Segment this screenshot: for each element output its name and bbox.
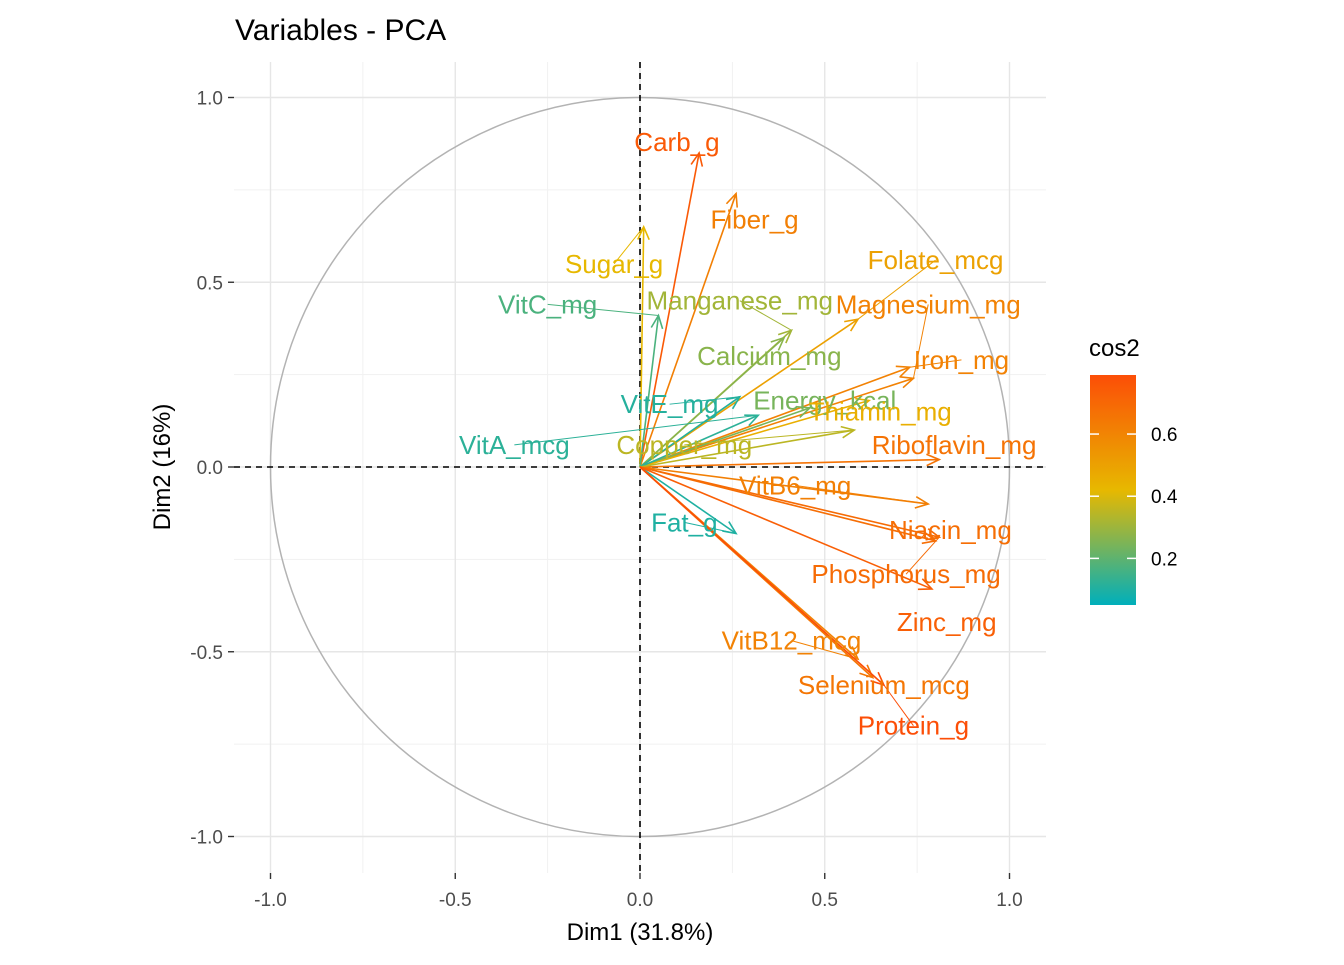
label-fiber-g: Fiber_g (710, 204, 798, 234)
leader-vita-mcg (514, 414, 759, 446)
arrowhead-zinc-mg (917, 578, 934, 591)
label-zinc-mg: Zinc_mg (897, 607, 997, 637)
x-axis-ticks: -1.0 -0.5 0.0 0.5 1.0 (254, 873, 1023, 911)
label-protein-g: Protein_g (858, 711, 969, 741)
label-magnesium-mg: Magnesium_mg (836, 289, 1021, 319)
label-sugar-g: Sugar_g (565, 249, 663, 279)
label-carb-g: Carb_g (634, 127, 719, 157)
label-vite-mg: VitE_mg (621, 389, 719, 419)
legend-tick-label: 0.4 (1151, 487, 1178, 508)
label-niacin-mg: Niacin_mg (889, 515, 1012, 545)
arrowhead-riboflavin-mg (926, 453, 942, 467)
arrow-thiamin-mg (639, 399, 870, 468)
variable-arrows (514, 150, 962, 726)
chart-title: Variables - PCA (235, 14, 446, 47)
leader-vitb12-mcg (791, 640, 859, 660)
arrow-carb-g (639, 152, 700, 468)
x-tick-label: 1.0 (996, 890, 1022, 911)
leader-manganese-mg (739, 300, 792, 331)
y-tick-label: -0.5 (190, 643, 223, 664)
reference-lines (234, 62, 1046, 873)
arrow-zinc-mg (639, 466, 933, 590)
legend-tick-label: 0.2 (1151, 549, 1177, 570)
arrowhead-carb-g (690, 150, 704, 167)
leader-sugar-g (613, 226, 645, 265)
legend-title: cos2 (1089, 335, 1140, 362)
leader-iron-mg (909, 359, 962, 368)
label-vitb6-mg: VitB6_mg (739, 470, 851, 500)
arrow-vita-mcg (639, 414, 759, 468)
label-riboflavin-mg: Riboflavin_mg (872, 430, 1037, 460)
y-tick-label: 1.0 (197, 89, 223, 110)
label-calcium-mg: Calcium_mg (697, 341, 842, 371)
x-tick-label: -1.0 (254, 890, 287, 911)
label-vitb12-mcg: VitB12_mcg (722, 626, 862, 656)
label-phosphorus-mg: Phosphorus_mg (811, 559, 1000, 589)
leader-protein-g (883, 684, 914, 726)
label-vita-mcg: VitA_mcg (459, 430, 570, 460)
y-axis-title: Dim2 (16%) (149, 404, 176, 531)
leader-vite-mg (669, 396, 740, 405)
label-folate-mcg: Folate_mcg (868, 245, 1004, 275)
label-iron-mg: Iron_mg (914, 345, 1009, 375)
y-axis-ticks: 1.0 0.5 0.0 -0.5 -1.0 (190, 89, 234, 849)
label-thiamin-mg: Thiamin_mg (809, 397, 952, 427)
arrow-vite-mg (639, 396, 741, 468)
label-selenium-mcg: Selenium_mcg (798, 670, 970, 700)
label-energy-kcal: Energy_kcal (753, 385, 896, 415)
leader-phosphorus-mg (905, 536, 940, 575)
arrow-phosphorus-mg (639, 466, 940, 538)
variable-labels: Carb_g Fiber_g Sugar_g VitC_mg Manganese_mg F… (459, 127, 1036, 741)
arrow-fiber-g (639, 193, 737, 468)
legend-tick-label: 0.6 (1151, 425, 1177, 446)
arrow-vitc-mg (639, 315, 660, 468)
arrowhead-calcium-mg (770, 336, 786, 351)
x-tick-label: 0.5 (812, 890, 838, 911)
y-tick-label: 0.5 (197, 273, 223, 294)
label-fat-g: Fat_g (651, 507, 718, 537)
arrow-copper-mg (639, 429, 855, 468)
label-vitc-mg: VitC_mg (498, 289, 597, 319)
x-tick-label: -0.5 (439, 890, 472, 911)
arrow-sugar-g (639, 226, 645, 468)
arrow-energy-kcal (639, 407, 811, 468)
arrowhead-energy-kcal (795, 405, 812, 419)
arrow-vitb6-mg (639, 466, 929, 505)
x-axis-title: Dim1 (31.8%) (567, 919, 714, 946)
y-tick-label: -1.0 (190, 828, 223, 849)
cos2-legend: cos2 0.6 0.4 0.2 (1089, 335, 1178, 605)
leader-copper-mg (684, 429, 855, 446)
leader-vitc-mg (547, 303, 659, 317)
arrowhead-fiber-g (725, 191, 739, 208)
arrow-iron-mg (639, 366, 911, 468)
y-tick-label: 0.0 (197, 458, 223, 479)
arrowhead-thiamin-mg (855, 397, 871, 411)
legend-colorbar (1090, 375, 1136, 605)
leader-vitb6-mg (795, 484, 929, 505)
arrow-calcium-mg (639, 337, 785, 468)
arrow-riboflavin-mg (639, 458, 940, 468)
arrow-magnesium-mg (639, 377, 914, 468)
label-manganese-mg: Manganese_mg (647, 286, 833, 316)
label-copper-mg: Copper_mg (616, 430, 752, 460)
x-tick-label: 0.0 (627, 890, 653, 911)
legend-ticks: 0.6 0.4 0.2 (1090, 425, 1178, 570)
arrowhead-selenium-mcg (859, 664, 875, 679)
leader-folate-mcg (857, 259, 936, 320)
arrow-protein-g (639, 466, 885, 686)
arrow-fat-g (639, 466, 737, 535)
